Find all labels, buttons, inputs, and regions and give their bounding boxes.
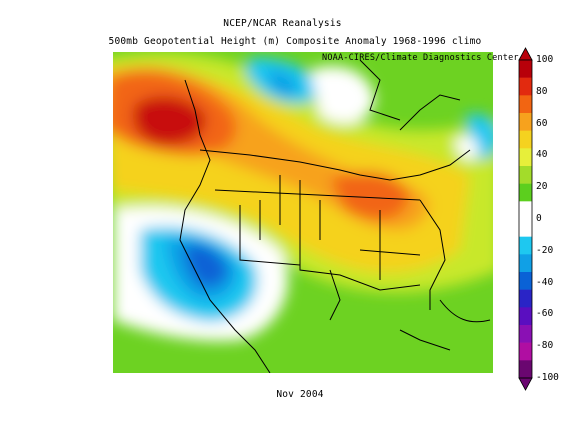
colorbar-tick-label: -40 xyxy=(536,276,554,288)
colorbar-tick-label: -60 xyxy=(536,308,554,320)
colorbar-tick-label: 60 xyxy=(536,117,548,129)
title: NCEP/NCAR Reanalysis xyxy=(223,18,342,29)
colorbar-segment xyxy=(519,148,532,167)
colorbar-segment xyxy=(519,325,532,343)
colorbar-tick-label: 40 xyxy=(536,149,548,161)
colorbar-segment xyxy=(519,201,532,220)
colorbar-segment xyxy=(519,289,532,308)
colorbar-segment xyxy=(519,254,532,273)
colorbar-tick-label: 80 xyxy=(536,85,548,97)
colorbar-segment xyxy=(519,77,532,96)
map-subtitle: 500mb Geopotential Height (m) Composite … xyxy=(108,36,482,47)
colorbar-segment xyxy=(519,360,532,379)
colorbar-segment xyxy=(519,166,532,184)
colorbar-segment xyxy=(519,95,532,114)
colorbar-segment xyxy=(519,60,532,78)
colorbar-segment xyxy=(519,236,532,255)
credit-label: NOAA-CIRES/Climate Diagnostics Center xyxy=(322,53,519,63)
colorbar-tick-label: 0 xyxy=(536,213,542,224)
colorbar-tick-label: -20 xyxy=(536,244,554,256)
date-label: Nov 2004 xyxy=(276,389,324,400)
colorbar-segment xyxy=(519,113,532,131)
colorbar-segment xyxy=(519,272,532,290)
colorbar-tick-label: 100 xyxy=(536,54,554,65)
colorbar-tick-label: 20 xyxy=(536,181,548,193)
colorbar-segment xyxy=(519,130,532,149)
colorbar-outline xyxy=(518,59,533,379)
colorbar-tick-label: -80 xyxy=(536,340,554,352)
colorbar-tick-label: -100 xyxy=(536,372,559,383)
colorbar-segment xyxy=(519,183,532,202)
colorbar-segment xyxy=(519,219,532,237)
colorbar-segment xyxy=(519,307,532,326)
colorbar-top-arrow xyxy=(518,47,533,61)
colorbar-segment xyxy=(519,342,532,361)
